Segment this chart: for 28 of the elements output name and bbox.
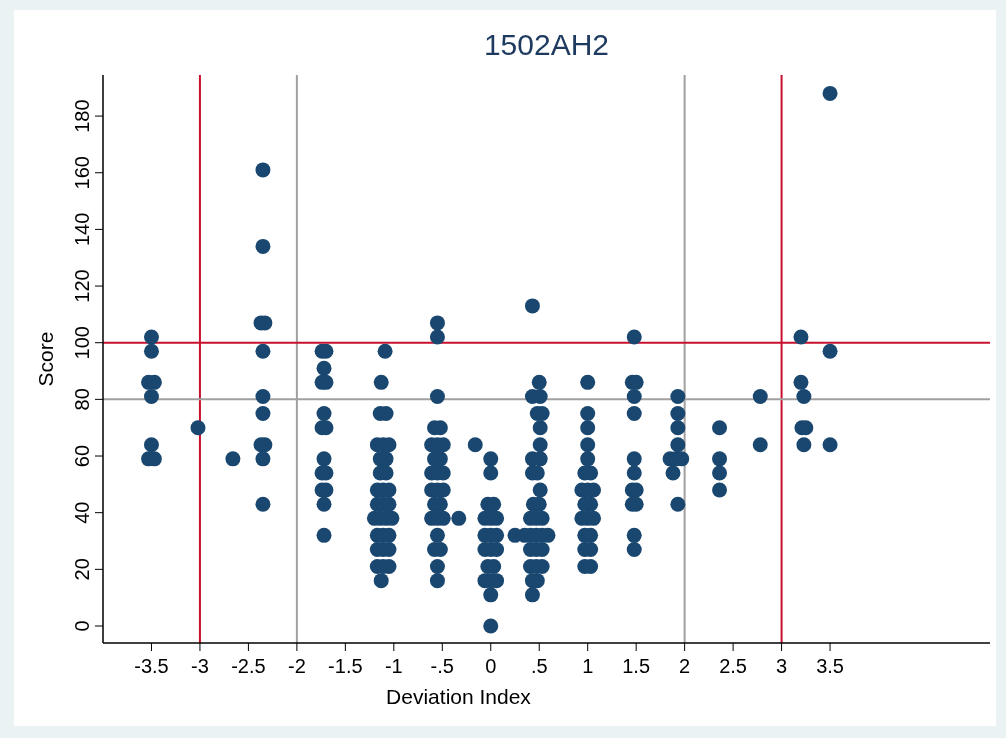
y-tick-label: 20 xyxy=(71,558,93,581)
x-tick-label: 3.5 xyxy=(816,655,844,677)
x-tick-label: .5 xyxy=(530,655,548,677)
x-tick-label: -3.5 xyxy=(134,655,169,677)
y-tick-label: 180 xyxy=(71,99,93,133)
y-tick-label: 80 xyxy=(71,388,93,411)
x-tick-label: -3 xyxy=(191,655,209,677)
x-tick-label: -.5 xyxy=(430,655,454,677)
x-tick-label: 1.5 xyxy=(622,655,651,677)
chart-title: 1502AH2 xyxy=(483,28,610,61)
y-tick-label: 140 xyxy=(71,212,93,247)
x-tick-label: 2.5 xyxy=(719,655,748,677)
x-tick-label: 3 xyxy=(776,655,788,677)
y-tick-label: 0 xyxy=(71,620,93,632)
y-tick-label: 160 xyxy=(71,156,93,190)
x-tick-label: 0 xyxy=(485,655,497,677)
x-axis-title: Deviation Index xyxy=(386,685,532,708)
x-tick-label: -2.5 xyxy=(231,655,266,677)
x-tick-label: -1 xyxy=(384,655,403,677)
y-tick-label: 100 xyxy=(71,326,93,360)
x-tick-label: -2 xyxy=(287,655,306,677)
y-tick-label: 60 xyxy=(71,444,93,468)
y-tick-label: 120 xyxy=(71,269,93,303)
y-tick-label: 40 xyxy=(71,501,93,524)
x-tick-label: -1.5 xyxy=(328,655,363,677)
y-axis-title: Score xyxy=(34,331,57,387)
x-tick-label: 1 xyxy=(582,655,594,677)
x-tick-label: 2 xyxy=(679,655,691,677)
